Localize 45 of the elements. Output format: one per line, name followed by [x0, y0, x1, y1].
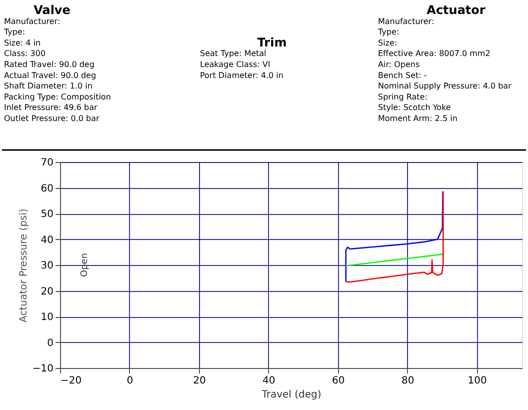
text: Type:: [3, 28, 26, 37]
text: Actual Travel: 90.0 deg: [4, 70, 96, 80]
x-tick-label: 40: [262, 376, 276, 386]
text: Spring Rate:: [378, 92, 428, 102]
y-tick-label: 30: [40, 260, 54, 272]
text: Trim: [257, 35, 287, 50]
y-tick-label: 40: [40, 234, 54, 246]
annotation: Open: [80, 252, 90, 278]
text: Effective Area: 8007.0 mm2: [378, 49, 490, 58]
text: Leakage Class: VI: [200, 60, 270, 69]
y-tick-label: 60: [40, 183, 54, 194]
x-axis-title: Travel (deg): [260, 390, 322, 400]
text: Shaft Diameter: 1.0 in: [4, 82, 92, 91]
y-tick-label: −10: [32, 364, 54, 374]
x-tick-label: −20: [60, 376, 82, 386]
text: Valve: [34, 3, 70, 17]
y-axis-title: Actuator Pressure (psi): [18, 208, 30, 322]
text: Manufacturer:: [4, 16, 60, 26]
text: Port Diameter: 4.0 in: [200, 70, 284, 80]
x-tick-label: 0: [126, 376, 134, 386]
text: Actuator: [426, 3, 486, 17]
y-tick-label: 50: [40, 209, 54, 220]
y-tick-label: 10: [40, 312, 54, 323]
text: Packing Type: Composition: [4, 92, 111, 102]
y-tick-label: 0: [47, 338, 54, 349]
text: Rated Travel: 90.0 deg: [4, 60, 94, 69]
text: Moment Arm: 2.5 in: [378, 114, 458, 123]
text: Class: 300: [4, 49, 46, 58]
x-tick-label: 100: [468, 376, 487, 386]
x-tick-label: 20: [193, 376, 206, 386]
text: Nominal Supply Pressure: 4.0 bar: [378, 82, 512, 91]
text: Style: Scotch Yoke: [378, 103, 451, 112]
text: Air: Opens: [378, 60, 420, 69]
text: Outlet Pressure: 0.0 bar: [4, 114, 100, 123]
text: Seat Type: Metal: [200, 49, 266, 58]
text: Type:: [377, 28, 400, 37]
x-tick-label: 60: [332, 376, 345, 386]
text: Inlet Pressure: 49.6 bar: [4, 103, 98, 112]
x-tick-label: 80: [402, 376, 414, 386]
text: Size: 4 in: [4, 38, 41, 48]
y-tick-label: 70: [40, 158, 54, 168]
y-tick-label: 20: [40, 286, 54, 298]
text: Size:: [378, 38, 398, 48]
text: Bench Set: -: [378, 70, 427, 80]
text: Manufacturer:: [378, 16, 434, 26]
